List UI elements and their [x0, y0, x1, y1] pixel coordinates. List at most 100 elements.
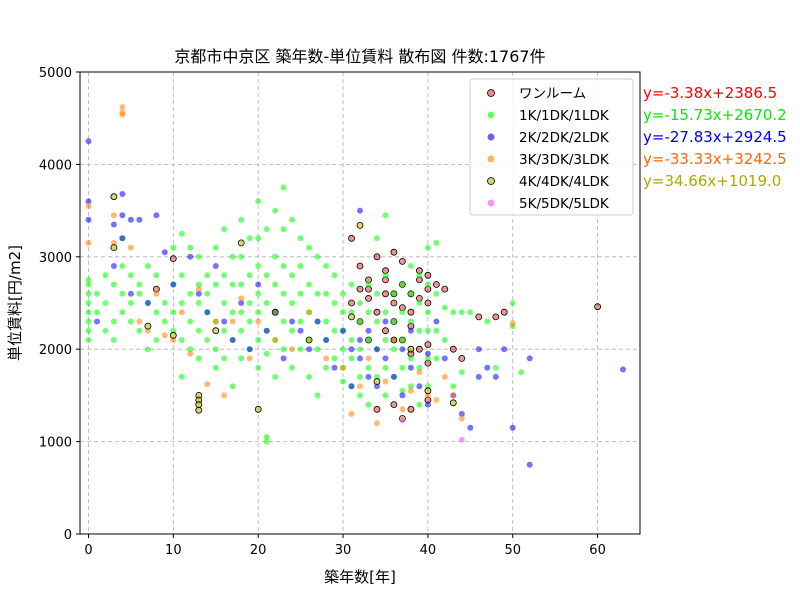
data-point [441, 355, 448, 362]
data-point [119, 309, 126, 316]
data-point [365, 337, 372, 343]
data-point [170, 281, 177, 288]
data-point [475, 346, 482, 353]
data-point [85, 138, 92, 145]
y-tick-label: 1000 [39, 436, 72, 451]
data-point [484, 318, 491, 325]
data-point [144, 322, 152, 330]
data-point [254, 405, 262, 413]
data-point [382, 364, 389, 371]
regression-labels: y=-3.38x+2386.5 y=-15.73x+2670.2 y=-27.83x… [643, 84, 787, 190]
data-point [365, 401, 372, 408]
y-tick-label: 5000 [39, 66, 72, 81]
data-point [229, 253, 236, 260]
data-point [340, 364, 346, 371]
data-point [399, 309, 406, 316]
data-point [416, 300, 423, 306]
data-point [263, 300, 270, 306]
data-point [221, 272, 228, 279]
regression-equation: y=-27.83x+2924.5 [643, 128, 787, 146]
data-point [144, 346, 151, 353]
legend-marker [487, 111, 495, 119]
data-point [229, 383, 236, 390]
data-point [85, 216, 92, 223]
data-point [407, 327, 414, 334]
data-point [119, 290, 126, 297]
data-point [441, 304, 448, 311]
data-point [450, 309, 457, 316]
data-point [170, 309, 177, 316]
data-point [382, 355, 389, 362]
data-point [280, 263, 287, 269]
data-point [119, 109, 126, 116]
data-point [195, 286, 202, 293]
data-point [399, 346, 406, 353]
data-point [255, 281, 262, 288]
data-point [323, 318, 330, 325]
data-point [187, 244, 194, 251]
data-point [221, 226, 228, 233]
data-point [212, 318, 219, 325]
data-point [229, 337, 236, 343]
data-point [390, 248, 398, 256]
data-point [212, 281, 219, 288]
axes-frame [79, 71, 641, 535]
x-tick-label: 10 [165, 543, 182, 558]
data-point [102, 327, 109, 334]
data-point [374, 346, 380, 353]
data-point [357, 337, 363, 343]
data-point [153, 337, 160, 343]
data-point [348, 355, 355, 362]
data-point [204, 337, 211, 343]
legend-label: 4K/4DK/4LDK [519, 174, 610, 190]
data-point [475, 373, 482, 380]
data-point [340, 346, 346, 353]
data-point [331, 300, 338, 306]
data-point [399, 387, 406, 394]
data-point [348, 299, 355, 307]
data-point [373, 405, 381, 413]
data-point [374, 318, 380, 325]
data-point [195, 401, 203, 409]
data-point [280, 346, 287, 353]
x-tick-label: 60 [589, 543, 606, 558]
data-point [169, 331, 177, 339]
data-point [314, 253, 321, 260]
data-point [221, 327, 228, 334]
data-point [323, 337, 330, 343]
data-point [348, 234, 355, 242]
data-point [238, 327, 245, 334]
data-point [136, 290, 143, 297]
data-point [407, 364, 414, 371]
y-axis-label: 単位賃料[円/m2] [6, 245, 24, 361]
data-point [272, 337, 279, 343]
data-point [110, 244, 118, 252]
data-point [187, 290, 194, 297]
data-point [331, 272, 338, 279]
data-point [424, 281, 431, 288]
data-point [161, 300, 168, 306]
data-point [620, 366, 626, 373]
data-point [136, 216, 143, 223]
data-point [374, 373, 380, 380]
data-point [357, 392, 363, 399]
data-point [85, 239, 92, 246]
series-3 [85, 138, 626, 468]
data-point [449, 345, 457, 353]
data-point [85, 276, 92, 283]
data-point [237, 239, 245, 247]
data-point [187, 346, 194, 353]
data-point [238, 300, 245, 306]
regression-equation: y=34.66x+1019.0 [643, 172, 781, 190]
data-point [416, 401, 423, 408]
data-point [323, 263, 330, 269]
data-point [161, 332, 168, 339]
data-point [144, 300, 151, 306]
data-point [102, 272, 109, 279]
data-point [119, 104, 126, 111]
data-point [314, 318, 321, 325]
data-point [153, 309, 160, 316]
data-point [357, 300, 363, 306]
data-point [390, 346, 397, 353]
data-point [85, 327, 92, 334]
